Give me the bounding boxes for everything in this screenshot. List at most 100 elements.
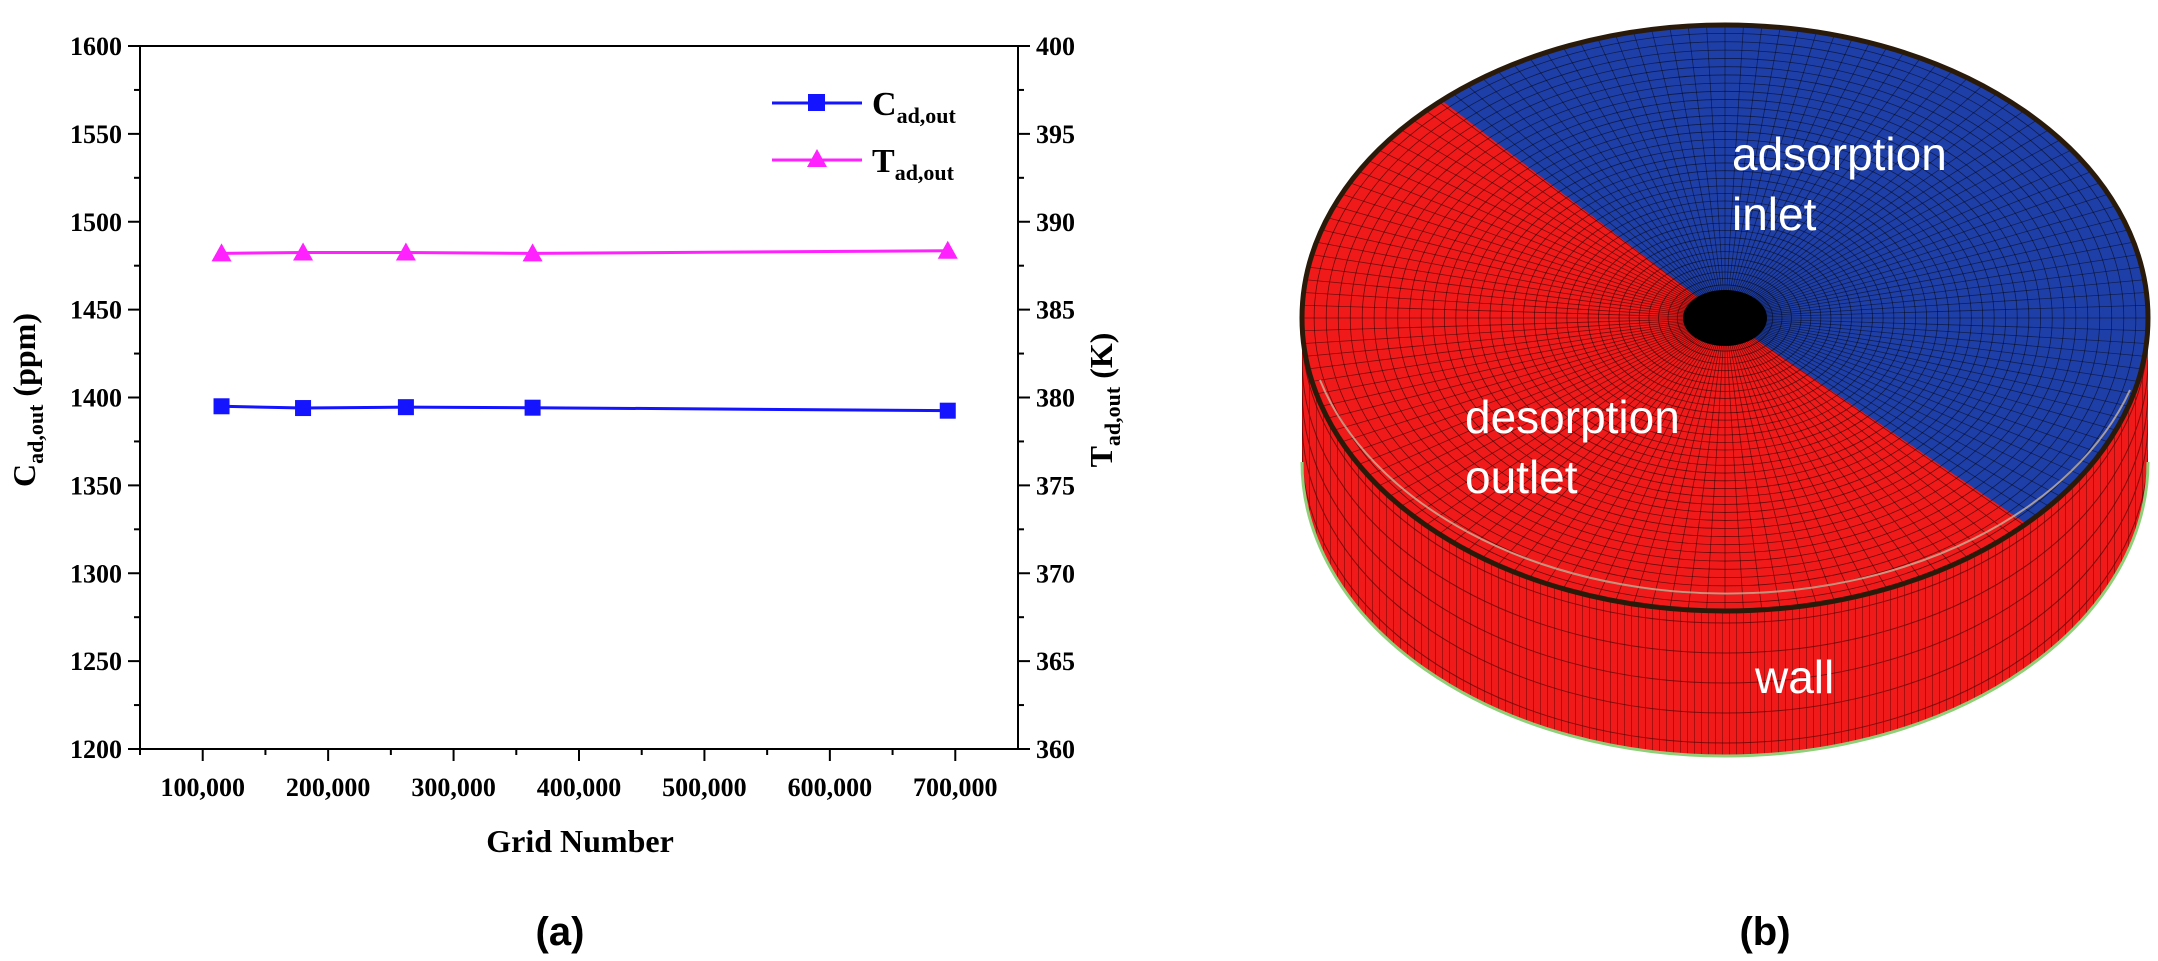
mesh-spoke [1724,317,1905,584]
mesh-spoke [1724,93,1998,319]
legend-t-label: Tad,out [872,143,955,185]
mesh-spoke [1303,292,1726,319]
mesh-spoke [1687,317,1726,610]
mesh-spoke [1724,29,1799,319]
mesh-spoke [1412,119,1726,319]
mesh-spoke [1669,27,1726,319]
mesh-spoke [1513,63,1726,319]
mesh-spoke [1349,317,1726,454]
mesh-spoke [1597,317,1726,598]
mesh-spoke [1389,139,1726,319]
left-y-tick-label: 1250 [70,647,122,676]
mesh-spoke [1724,205,2116,319]
x-axis-title: Grid Number [486,823,674,859]
right-y-tick-label: 370 [1036,559,1075,588]
left-y-tick-label: 1600 [70,32,122,61]
hub [1683,290,1767,346]
mesh-spoke [1724,229,2129,319]
legend: Cad,out Tad,out [772,86,957,185]
mesh-spoke [1669,317,1726,609]
x-tick-label: 100,000 [160,773,245,802]
mesh-spoke [1615,34,1726,319]
mesh-spoke [1724,77,1968,319]
right-y-tick-label: 365 [1036,647,1075,676]
mesh-spoke [1438,317,1726,535]
mesh-spoke [1724,110,2025,319]
mesh-spoke [1482,77,1726,319]
adsorption-label-line1: adsorption [1732,128,1947,180]
mesh-spoke [1529,317,1726,579]
mesh-spoke [1724,317,2038,517]
mesh-spoke [1724,317,1744,611]
mesh-spoke [1334,317,1726,431]
mesh-spoke [1687,26,1726,319]
left-y-tick-label: 1200 [70,735,122,764]
mesh-spoke [1724,317,1953,566]
mesh-spoke [1724,171,2092,319]
mesh-spoke [1724,317,1853,598]
left-y-tick-label: 1450 [70,296,122,325]
mesh-spoke [1724,38,1853,319]
data-point-square [524,399,541,416]
left-y-tick-label: 1500 [70,208,122,237]
mesh-spoke [1308,266,1726,319]
mesh-spoke [1724,317,2109,443]
mesh-spoke [1724,34,1835,319]
mesh-spoke [1412,317,1726,517]
mesh-spoke [1579,317,1726,594]
mesh-spoke [1724,25,1744,319]
mesh-spoke [1724,317,2145,357]
mesh-spoke [1438,101,1726,319]
mesh-spoke [1349,182,1726,319]
mesh-spoke [1724,129,2050,319]
mesh-spoke [1724,317,2148,332]
right-y-tick-label: 360 [1036,735,1075,764]
mesh-spoke [1724,63,1937,319]
mesh-spoke [1724,317,1781,609]
mesh-spokes [1302,25,2148,611]
mesh-spoke [1724,52,1905,319]
desorption-label-line1: desorption [1465,391,1680,443]
mesh-spoke [1467,317,1726,551]
mesh-spoke [1724,149,2072,319]
mesh-spoke [1724,193,2109,319]
mesh-spoke [1724,317,1968,559]
panel-label-a: (a) [536,910,585,954]
mesh-spoke [1724,57,1921,319]
mesh-spoke [1724,292,2147,319]
mesh-spoke [1724,26,1763,319]
mesh-spoke [1724,317,1983,551]
left-y-tick-label: 1350 [70,471,122,500]
mesh-spoke [1706,317,1726,611]
x-tick-label: 300,000 [411,773,496,802]
mesh-spoke [1724,317,1871,594]
x-tick-label: 600,000 [788,773,873,802]
mesh-spoke [1341,193,1726,319]
mesh-spoke [1724,317,2061,497]
wall-bottom-edge [1300,461,2150,758]
mesh-spoke [1579,42,1726,319]
mesh-spoke [1358,317,1726,465]
mesh-spoke [1706,25,1726,319]
right-y-tick-label: 395 [1036,120,1075,149]
mesh-spoke [1562,317,1726,589]
mesh-spoke [1425,110,1726,319]
mesh-spoke [1482,317,1726,559]
mesh-spoke [1321,317,1726,407]
mesh-spoke [1724,317,2012,535]
mesh-spoke [1633,31,1726,319]
mesh-spoke [1724,317,2092,465]
mesh-spoke [1724,101,2012,319]
mesh-spoke [1724,317,2082,476]
x-tick-label: 400,000 [537,773,622,802]
mesh-spoke [1724,70,1953,319]
mesh-spoke [1724,317,2050,507]
data-point-square [939,402,956,419]
mesh-spoke [1467,85,1726,319]
mesh-spoke [1724,279,2145,319]
top-rim [1299,22,2151,614]
mesh-spoke [1597,38,1726,319]
mesh-spoke [1316,241,1726,319]
mesh-spoke [1724,317,1835,602]
mesh-spoke [1302,317,1726,332]
